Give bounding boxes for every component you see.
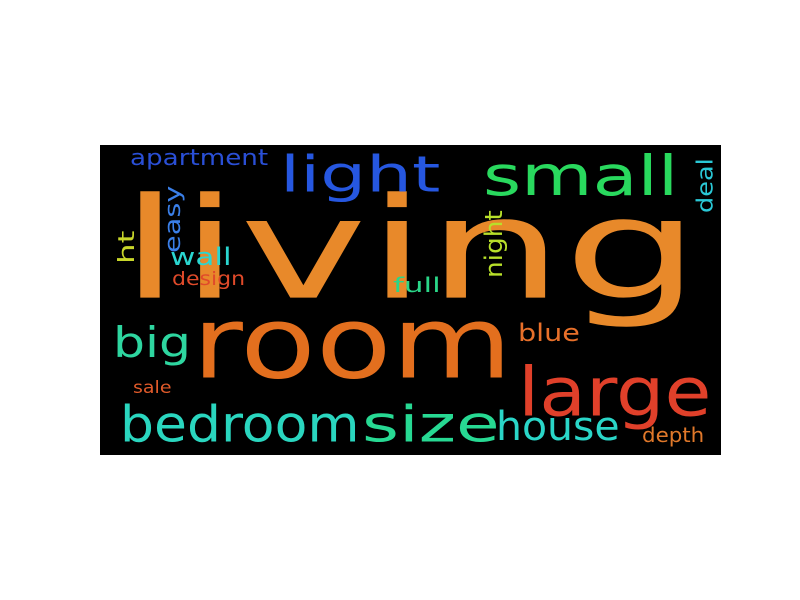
word-size: size — [362, 396, 500, 454]
word-big: big — [113, 318, 191, 367]
word-cloud: living room light small bedroom size lar… — [100, 145, 721, 455]
word-large: large — [518, 352, 712, 432]
word-apartment: apartment — [130, 146, 269, 171]
word-deal: deal — [691, 158, 719, 213]
word-light: light — [280, 146, 441, 204]
word-living: living — [120, 168, 701, 332]
word-blue: blue — [518, 319, 580, 347]
word-wall: wall — [170, 243, 232, 271]
word-night: night — [480, 210, 508, 278]
word-depth: depth — [642, 423, 705, 447]
word-house: house — [496, 404, 620, 450]
word-sale: sale — [133, 378, 172, 398]
word-full: full — [393, 273, 441, 297]
word-small: small — [483, 145, 679, 209]
word-design: design — [172, 268, 246, 290]
word-ht: ht — [115, 230, 140, 264]
word-bedroom: bedroom — [120, 396, 360, 454]
word-room: room — [192, 284, 513, 402]
